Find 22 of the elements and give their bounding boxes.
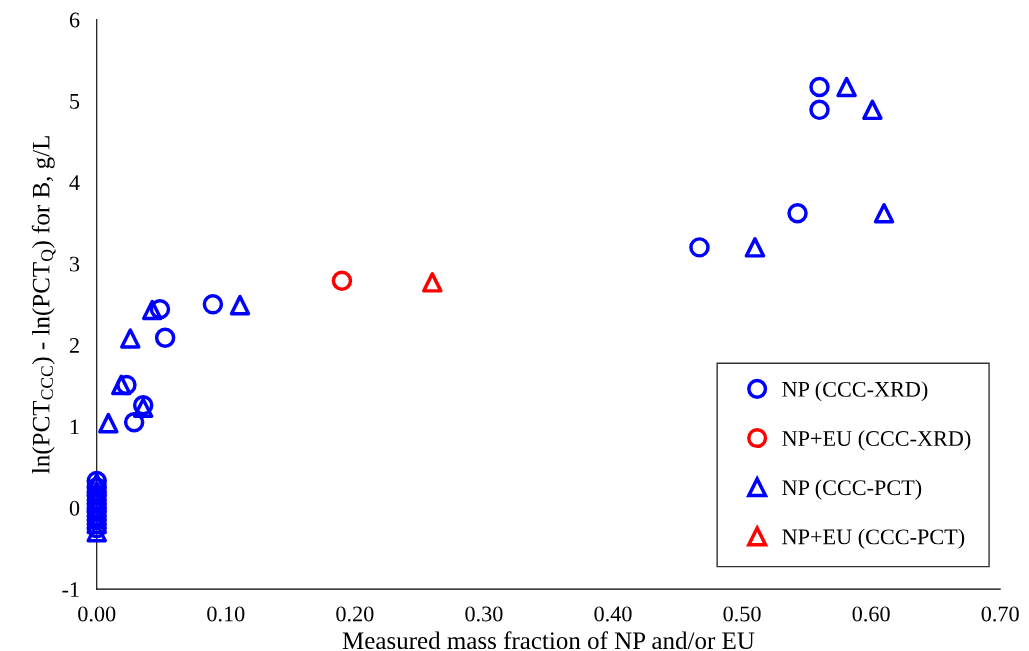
x-tick-label: 0.30 bbox=[465, 606, 503, 622]
y-tick-label: 1 bbox=[70, 419, 79, 435]
y-tick-label: 0 bbox=[69, 500, 80, 516]
y-tick-label: 5 bbox=[70, 94, 80, 109]
legend-label: NP (CCC-XRD) bbox=[782, 381, 928, 402]
y-axis-title: ln(PCT$_{CCC}$) - ln(PCT$_{Q}$) for B, g/L bbox=[31, 136, 56, 474]
legend-label: NP (CCC-PCT) bbox=[782, 479, 922, 500]
y-tick-label: 6 bbox=[69, 12, 80, 28]
y-tick-label: -1 bbox=[62, 582, 79, 597]
x-tick-label: 0.00 bbox=[78, 606, 116, 622]
x-tick-label: 0.10 bbox=[207, 606, 245, 622]
x-tick-label: 0.50 bbox=[723, 606, 761, 622]
y-tick-label: 3 bbox=[70, 256, 80, 272]
x-axis-title: Measured mass fraction of NP and/or EU bbox=[342, 631, 755, 650]
x-tick-label: 0.70 bbox=[981, 606, 1019, 622]
y-tick-label: 2 bbox=[69, 338, 79, 353]
legend-label: NP+EU (CCC-XRD) bbox=[782, 430, 971, 451]
x-tick-label: 0.40 bbox=[594, 606, 632, 622]
legend-label: NP+EU (CCC-PCT) bbox=[782, 528, 965, 549]
x-tick-label: 0.60 bbox=[852, 606, 890, 622]
x-tick-label: 0.20 bbox=[336, 606, 374, 622]
y-tick-label: 4 bbox=[69, 175, 80, 190]
